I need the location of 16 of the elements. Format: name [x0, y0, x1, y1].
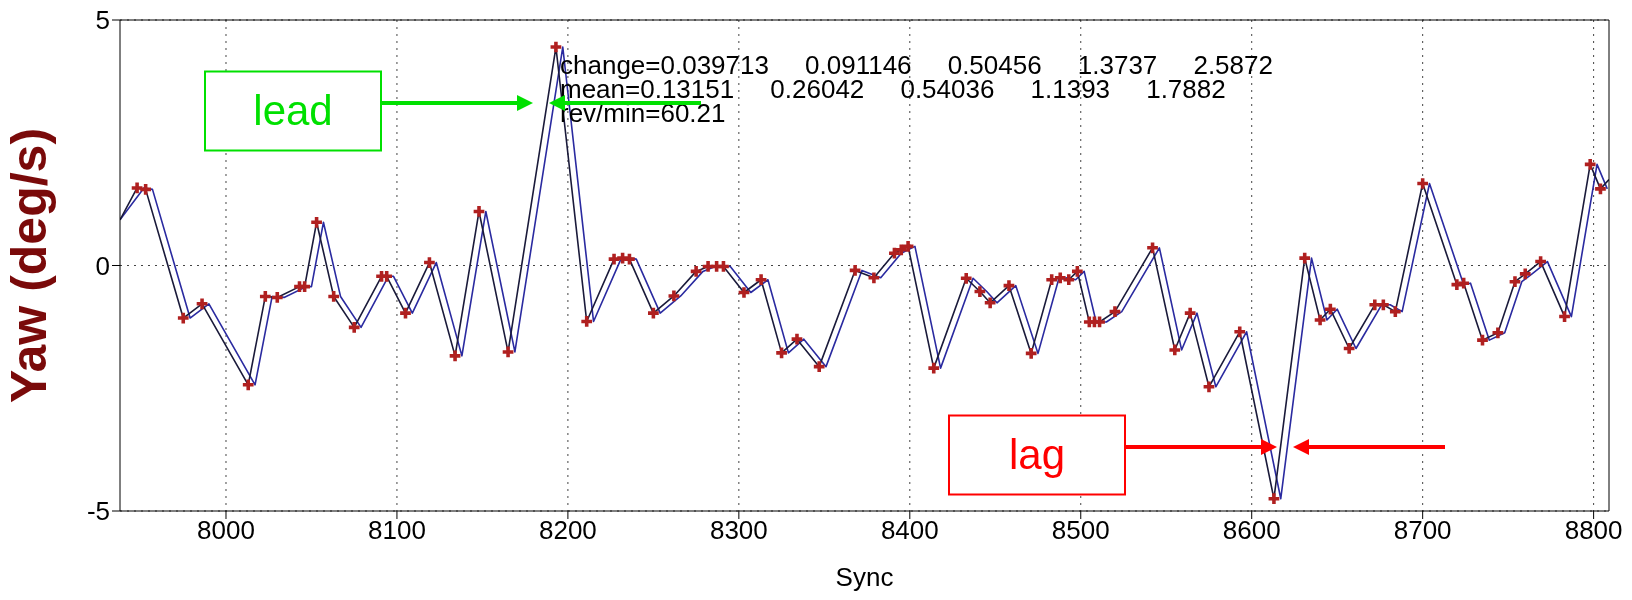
x-tick-label: 8600: [1222, 515, 1281, 546]
x-tick-label: 8700: [1393, 515, 1452, 546]
annotation: lag: [1008, 431, 1066, 478]
y-tick-label: -5: [86, 496, 110, 527]
x-tick-label: 8400: [880, 515, 939, 546]
x-tick-label: 8800: [1564, 515, 1623, 546]
x-tick-label: 8200: [538, 515, 597, 546]
annotation: lead: [253, 87, 333, 134]
x-tick-label: 8500: [1051, 515, 1110, 546]
x-tick-label: 8300: [709, 515, 768, 546]
x-tick-label: 8100: [368, 515, 426, 546]
y-tick-label: 0: [95, 250, 110, 281]
x-tick-label: 8000: [197, 515, 255, 546]
y-axis-title: Yaw (deg/s): [1, 127, 57, 404]
y-tick-label: 5: [95, 5, 110, 36]
x-axis-title: Sync: [835, 562, 894, 592]
